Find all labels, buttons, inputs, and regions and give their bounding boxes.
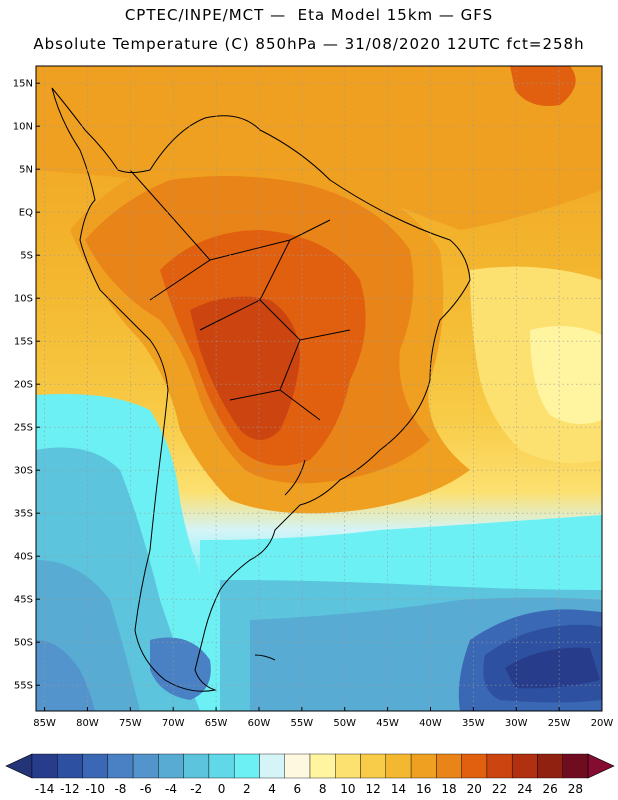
field-tdf-cold xyxy=(150,637,211,700)
field-atlantic-pale xyxy=(530,326,602,424)
colorbar-label: -6 xyxy=(140,782,152,796)
lon-label: 25W xyxy=(548,718,571,729)
colorbar-label: 14 xyxy=(391,782,406,796)
colorbar-label: 6 xyxy=(294,782,302,796)
colorbar-swatch xyxy=(309,753,336,779)
lon-label: 80W xyxy=(76,718,99,729)
coastline-river-plate xyxy=(284,459,306,496)
colorbar-swatch xyxy=(410,753,437,779)
colorbar-label: -10 xyxy=(85,782,105,796)
colorbar-label: -12 xyxy=(60,782,80,796)
lat-label: EQ xyxy=(19,208,33,219)
colorbar-label: -4 xyxy=(165,782,177,796)
lon-label: 70W xyxy=(162,718,185,729)
field-pacific-deep-blue xyxy=(36,640,95,711)
lon-label: 40W xyxy=(419,718,442,729)
colorbar-label: 2 xyxy=(243,782,251,796)
lat-label: 15N xyxy=(13,79,33,90)
lat-label: 5S xyxy=(20,251,33,262)
title-line-2: Absolute Temperature (C) 850hPa — 31/08/… xyxy=(33,35,585,53)
lat-label: 25S xyxy=(14,423,33,434)
colorbar-label: 18 xyxy=(441,782,456,796)
country-borders xyxy=(129,169,351,421)
colorbar-label: 28 xyxy=(568,782,583,796)
colorbar-swatch xyxy=(335,753,361,779)
lon-label: 30W xyxy=(505,718,528,729)
lon-label: 50W xyxy=(333,718,356,729)
lon-label: 65W xyxy=(205,718,228,729)
colorbar-label: 10 xyxy=(340,782,355,796)
colorbar-swatch xyxy=(436,753,462,779)
colorbar-swatch xyxy=(31,753,58,779)
colorbar-label: 4 xyxy=(268,782,276,796)
colorbar-swatch xyxy=(82,753,109,779)
colorbar-swatch xyxy=(284,753,311,779)
colorbar xyxy=(5,753,615,779)
colorbar-swatch xyxy=(158,753,184,779)
lat-label: 35S xyxy=(14,509,33,520)
colorbar-over-arrow xyxy=(587,753,615,779)
lon-label: 45W xyxy=(376,718,399,729)
colorbar-swatch xyxy=(259,753,285,779)
lat-label: 30S xyxy=(14,466,33,477)
colorbar-swatch xyxy=(562,753,589,779)
colorbar-label: 12 xyxy=(366,782,381,796)
colorbar-swatch xyxy=(183,753,210,779)
field-north-warm xyxy=(36,66,602,230)
colorbar-swatch xyxy=(233,753,260,779)
colorbar-label: 8 xyxy=(319,782,327,796)
colorbar-swatch xyxy=(461,753,488,779)
lat-label: 45S xyxy=(14,595,33,606)
lat-label: 50S xyxy=(14,638,33,649)
colorbar-swatch xyxy=(360,753,387,779)
colorbar-swatch xyxy=(208,753,235,779)
coastline-falklands xyxy=(254,654,276,661)
latitude-labels: 15N 10N 5N EQ 5S 10S 15S 20S 25S 30S 35S 40S 45S 50S 5… xyxy=(13,79,40,692)
colorbar-label: 0 xyxy=(218,782,226,796)
colorbar-swatch xyxy=(537,753,563,779)
lat-label: 15S xyxy=(14,337,33,348)
lon-label: 55W xyxy=(291,718,314,729)
colorbar-label: 24 xyxy=(517,782,532,796)
colorbar-swatch xyxy=(132,753,159,779)
lon-label: 75W xyxy=(119,718,142,729)
colorbar-labels: -14 -12 -10 -8 -6 -4 -2 0 2 4 6 8 10 12 14 16 18 20 22 24 26… xyxy=(35,782,583,796)
coastlines xyxy=(51,87,471,692)
colorbar-label: -2 xyxy=(190,782,202,796)
lat-label: 10S xyxy=(14,294,33,305)
colorbar-label: 26 xyxy=(542,782,557,796)
lat-label: 40S xyxy=(14,552,33,563)
lon-label: 35W xyxy=(462,718,485,729)
colorbar-swatch xyxy=(107,753,134,779)
lat-label: 10N xyxy=(13,122,33,133)
title-line-1: CPTEC/INPE/MCT — Eta Model 15km — GFS xyxy=(124,6,494,24)
field-continent-hot xyxy=(190,296,300,440)
colorbar-swatch xyxy=(385,753,412,779)
colorbar-under-arrow xyxy=(5,753,33,779)
lon-label: 60W xyxy=(248,718,271,729)
colorbar-swatch xyxy=(511,753,538,779)
lat-label: 20S xyxy=(14,380,33,391)
colorbar-label: -14 xyxy=(35,782,55,796)
lat-label: 5N xyxy=(19,165,33,176)
colorbar-label: -8 xyxy=(114,782,126,796)
colorbar-label: 16 xyxy=(416,782,431,796)
temperature-field xyxy=(36,66,602,711)
field-cold-pool-core xyxy=(505,647,600,689)
colorbar-swatch xyxy=(57,753,83,779)
colorbar-label: 20 xyxy=(467,782,482,796)
colorbar-label: 22 xyxy=(492,782,507,796)
map-frame xyxy=(35,65,603,712)
coastline-south-america xyxy=(51,87,471,692)
lon-label: 85W xyxy=(33,718,56,729)
lon-label: 20W xyxy=(591,718,614,729)
longitude-labels: 85W 80W 75W 70W 65W 60W 55W 50W 45W 40W 35W 30W 25W 2… xyxy=(33,707,613,729)
colorbar-swatch xyxy=(486,753,513,779)
lat-label: 55S xyxy=(14,681,33,692)
